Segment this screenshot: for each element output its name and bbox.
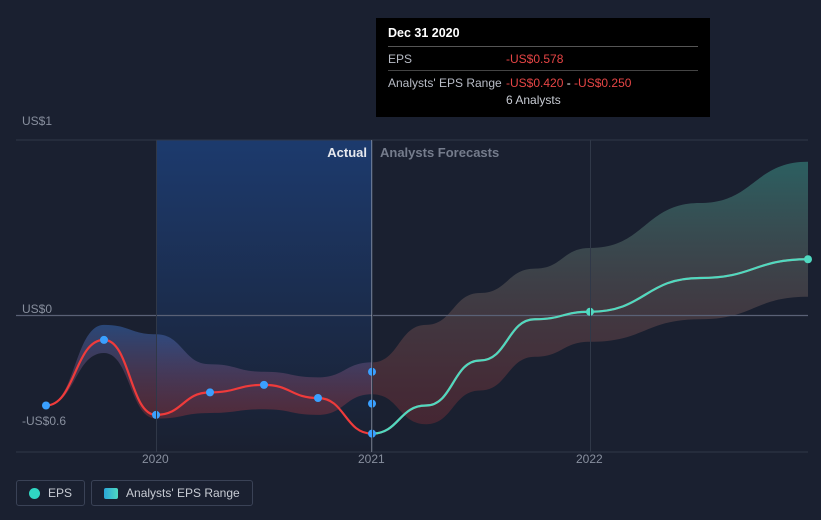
x-axis-label: 2020 bbox=[142, 452, 169, 466]
tooltip-range-high: -US$0.250 bbox=[574, 76, 631, 90]
legend-label: Analysts' EPS Range bbox=[126, 486, 240, 500]
tooltip-analyst-count: 6 Analysts bbox=[388, 90, 698, 107]
eps-chart: US$1 US$0 -US$0.6 2020 2021 2022 Actual … bbox=[0, 0, 821, 520]
tooltip-range-sep: - bbox=[563, 76, 574, 90]
grid-line bbox=[372, 140, 373, 452]
y-axis-label: -US$0.6 bbox=[22, 414, 66, 428]
tooltip-range-low: -US$0.420 bbox=[506, 76, 563, 90]
region-label-actual: Actual bbox=[327, 145, 367, 160]
chart-legend: EPS Analysts' EPS Range bbox=[16, 480, 253, 506]
tooltip-range-label: Analysts' EPS Range bbox=[388, 76, 506, 90]
grid-line bbox=[156, 140, 157, 452]
legend-item-range[interactable]: Analysts' EPS Range bbox=[91, 480, 253, 506]
tooltip-row-label: EPS bbox=[388, 52, 506, 66]
legend-item-eps[interactable]: EPS bbox=[16, 480, 85, 506]
legend-swatch bbox=[29, 488, 40, 499]
x-axis-label: 2021 bbox=[358, 452, 385, 466]
legend-label: EPS bbox=[48, 486, 72, 500]
tooltip-row-value: -US$0.578 bbox=[506, 52, 563, 66]
region-label-forecast: Analysts Forecasts bbox=[380, 145, 499, 160]
y-axis-label: US$1 bbox=[22, 114, 52, 128]
x-axis-label: 2022 bbox=[576, 452, 603, 466]
legend-swatch bbox=[104, 488, 118, 499]
chart-tooltip: Dec 31 2020 EPS -US$0.578 Analysts' EPS … bbox=[376, 18, 710, 117]
y-axis-label: US$0 bbox=[22, 302, 52, 316]
tooltip-date: Dec 31 2020 bbox=[388, 26, 698, 47]
grid-line bbox=[590, 140, 591, 452]
